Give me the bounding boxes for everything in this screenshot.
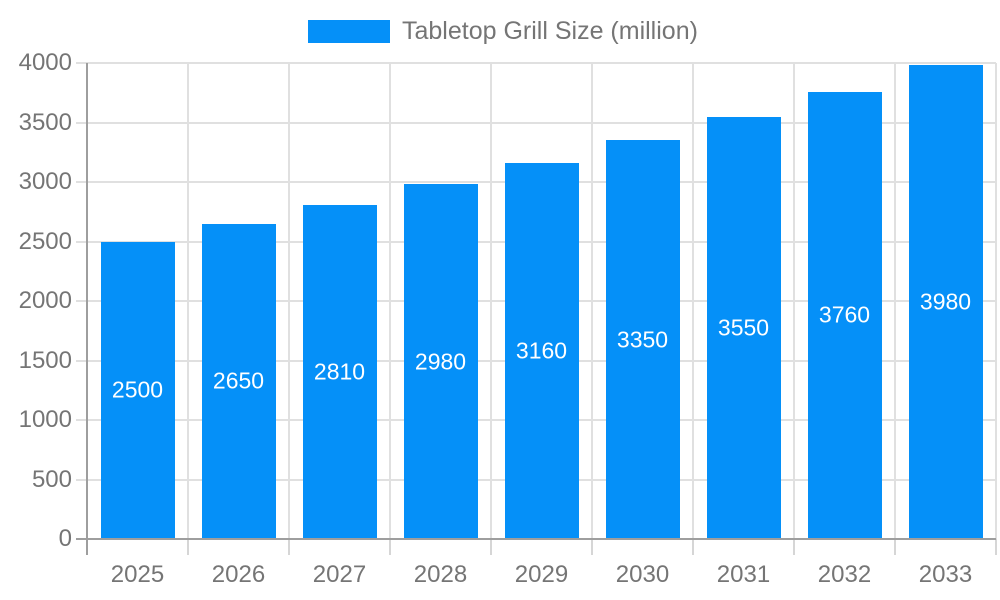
y-axis-label-4000: 4000 [18, 49, 72, 76]
x-axis-tick-6 [692, 539, 694, 555]
x-axis-label-2028: 2028 [413, 561, 468, 588]
chart-legend: Tabletop Grill Size (million) [0, 0, 1000, 55]
bar-2028 [403, 184, 478, 539]
bar-2033 [908, 65, 983, 539]
gridline-x-6 [692, 63, 694, 539]
bar-2025 [100, 241, 175, 539]
x-axis-tick-7 [793, 539, 795, 555]
gridline-x-2 [288, 63, 290, 539]
y-axis-label-2000: 2000 [18, 287, 72, 314]
gridline-x-4 [490, 63, 492, 539]
x-axis-tick-2 [288, 539, 290, 555]
x-axis-label-2032: 2032 [817, 561, 872, 588]
x-axis-label-2025: 2025 [110, 561, 165, 588]
y-axis-label-1500: 1500 [18, 346, 72, 374]
bar-value-label-2027: 2810 [313, 358, 366, 385]
bar-value-label-2028: 2980 [414, 348, 467, 375]
gridline-y-3500 [76, 121, 996, 124]
bar-2026 [201, 223, 276, 539]
x-axis-line [76, 538, 996, 540]
x-axis-tick-1 [187, 539, 189, 555]
legend-label: Tabletop Grill Size (million) [402, 17, 698, 45]
y-axis-label-3500: 3500 [18, 108, 72, 136]
bar-2032 [807, 91, 882, 539]
legend-swatch [308, 20, 390, 43]
x-axis-tick-8 [894, 539, 896, 555]
bar-2027 [302, 204, 377, 539]
bar-2030 [605, 140, 680, 539]
y-axis-label-1000: 1000 [18, 406, 72, 433]
y-axis-label-2500: 2500 [18, 227, 72, 255]
bar-2029 [504, 162, 579, 539]
bar-2031 [706, 116, 781, 539]
bar-value-label-2029: 3160 [515, 337, 568, 364]
bar-value-label-2026: 2650 [212, 367, 265, 394]
gridline-x-9 [995, 63, 997, 539]
x-axis-tick-3 [389, 539, 391, 555]
x-axis-label-2029: 2029 [514, 561, 569, 588]
gridline-x-1 [187, 63, 189, 539]
x-axis-label-2026: 2026 [211, 561, 266, 588]
x-axis-label-2031: 2031 [716, 561, 771, 588]
y-axis-label-500: 500 [31, 465, 72, 493]
x-axis-tick-5 [591, 539, 593, 555]
bar-value-label-2031: 3550 [717, 314, 770, 341]
x-axis-label-2033: 2033 [918, 561, 973, 588]
x-axis-label-2030: 2030 [615, 561, 670, 588]
x-axis-tick-4 [490, 539, 492, 555]
bar-value-label-2030: 3350 [616, 326, 669, 353]
bar-value-label-2025: 2500 [111, 376, 164, 403]
y-axis-line [86, 63, 88, 555]
gridline-x-8 [894, 63, 896, 539]
y-axis-label-0: 0 [58, 525, 72, 552]
x-axis-tick-9 [995, 539, 997, 555]
bar-value-label-2033: 3980 [919, 288, 972, 315]
y-axis-label-3000: 3000 [18, 168, 72, 195]
x-axis-label-2027: 2027 [312, 561, 367, 588]
gridline-x-5 [591, 63, 593, 539]
gridline-x-7 [793, 63, 795, 539]
gridline-x-3 [389, 63, 391, 539]
bar-value-label-2032: 3760 [818, 301, 871, 328]
gridline-y-4000 [76, 62, 996, 64]
